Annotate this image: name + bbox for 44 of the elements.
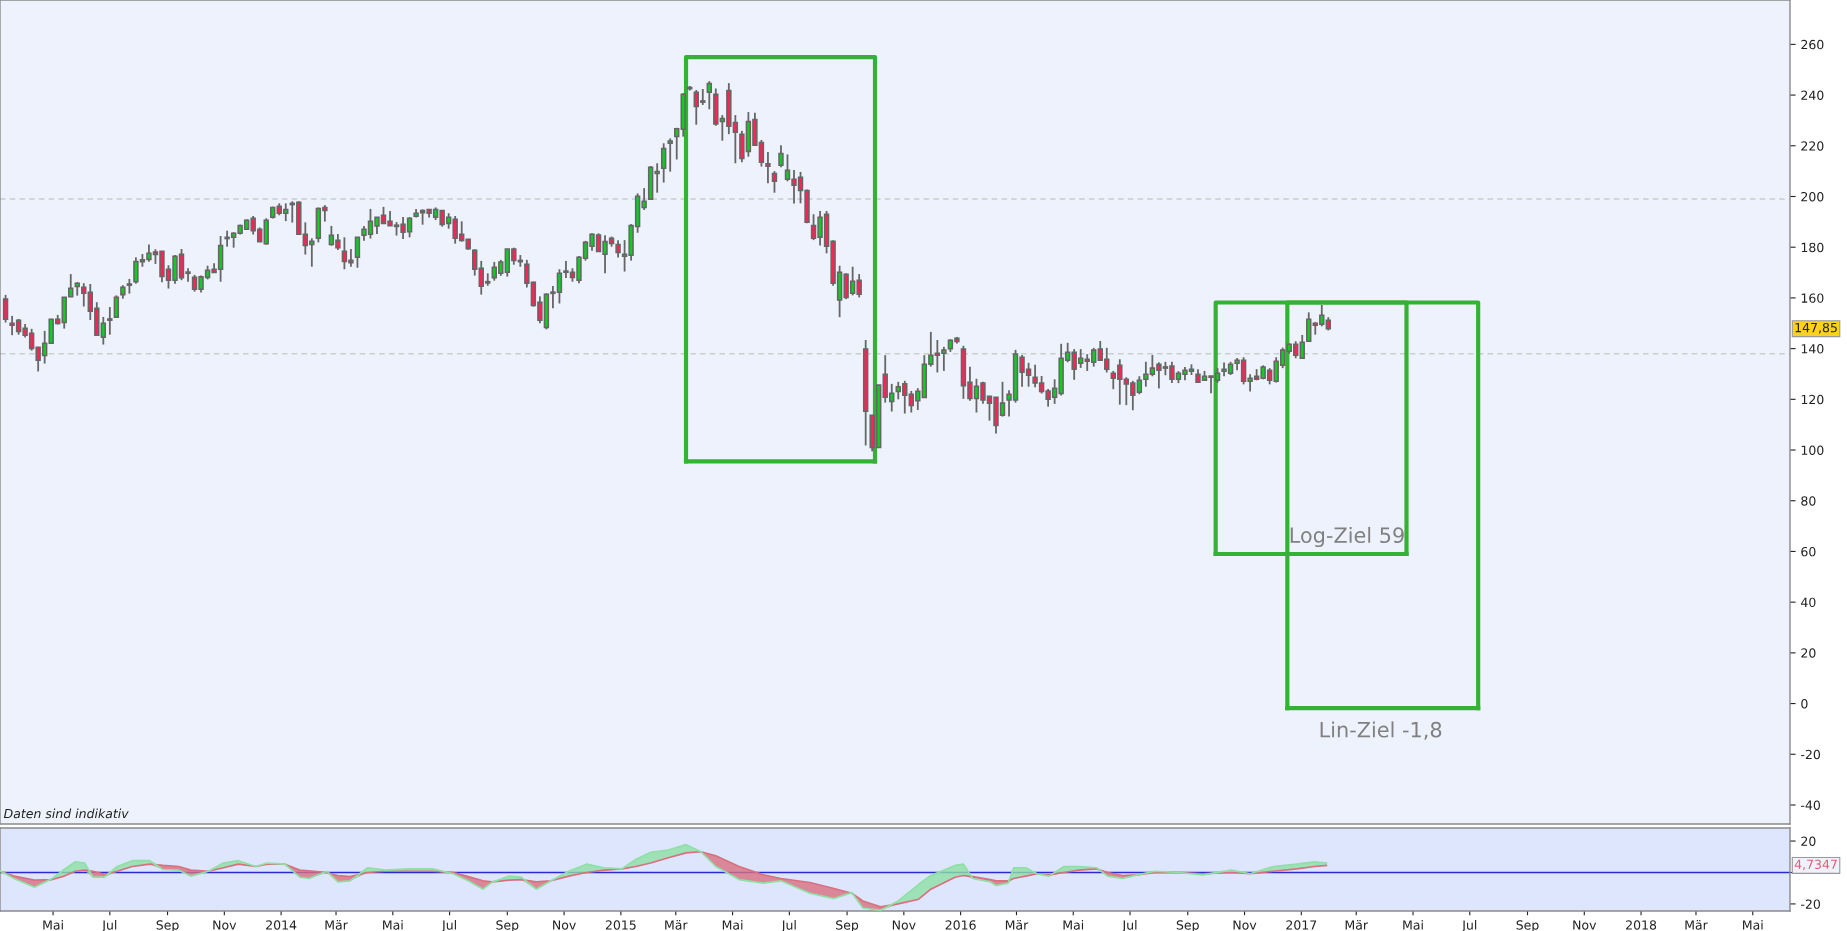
x-tick-label: Mär: [325, 920, 348, 930]
x-tick-label: Mär: [1345, 920, 1369, 930]
x-tick-label: Mai: [383, 920, 403, 930]
text: 4,7347: [1794, 859, 1837, 871]
y-tick-label: 20: [1801, 648, 1816, 658]
x-tick-label: Mär: [665, 920, 688, 930]
y-tick-label: -20: [1801, 899, 1820, 909]
text: 147,85: [1795, 322, 1837, 334]
x-tick-label: Mai: [1063, 920, 1084, 930]
y-tick-label: 20: [1801, 836, 1816, 846]
x-tick-label: 2017: [1286, 920, 1317, 930]
x-tick-label: Mär: [1005, 920, 1029, 930]
y-tick-label: -40: [1801, 800, 1820, 810]
y-tick-label: 100: [1801, 445, 1824, 455]
y-tick-label: 220: [1801, 141, 1824, 151]
x-tick-label: Nov: [892, 920, 916, 930]
x-tick-label: Nov: [1233, 920, 1257, 930]
y-tick-label: 80: [1801, 496, 1816, 506]
x-tick-label: Nov: [1573, 920, 1597, 930]
x-tick-label: Mai: [722, 920, 743, 930]
y-tick-label: 200: [1801, 191, 1824, 202]
x-tick-label: Mai: [43, 920, 63, 930]
x-tick-label: Nov: [213, 920, 237, 930]
annotation: Log-Ziel 59: [1290, 526, 1404, 548]
y-tick-label: -20: [1801, 749, 1820, 760]
x-tick-label: 2018: [1626, 920, 1657, 930]
x-tick-label: 2015: [605, 920, 636, 930]
x-tick-label: Mai: [1743, 920, 1763, 930]
y-tick-label: 160: [1801, 293, 1824, 303]
y-tick-label: 140: [1801, 344, 1824, 354]
annotation: Lin-Ziel -1,8: [1320, 721, 1442, 740]
x-tick-label: 2014: [266, 920, 297, 930]
x-tick-label: Mär: [1685, 920, 1708, 930]
y-tick-label: 240: [1801, 90, 1824, 100]
y-tick-label: 0: [1801, 699, 1808, 709]
y-tick-label: 260: [1801, 39, 1824, 50]
y-tick-label: 120: [1801, 394, 1824, 405]
y-tick-label: 60: [1801, 546, 1816, 557]
annotation: Daten sind indikativ: [3, 808, 129, 819]
y-tick-label: 180: [1801, 242, 1824, 253]
x-tick-label: Nov: [553, 920, 576, 930]
x-tick-label: Mai: [1403, 920, 1423, 930]
x-tick-label: 2016: [945, 920, 976, 930]
y-tick-label: 40: [1801, 597, 1816, 608]
